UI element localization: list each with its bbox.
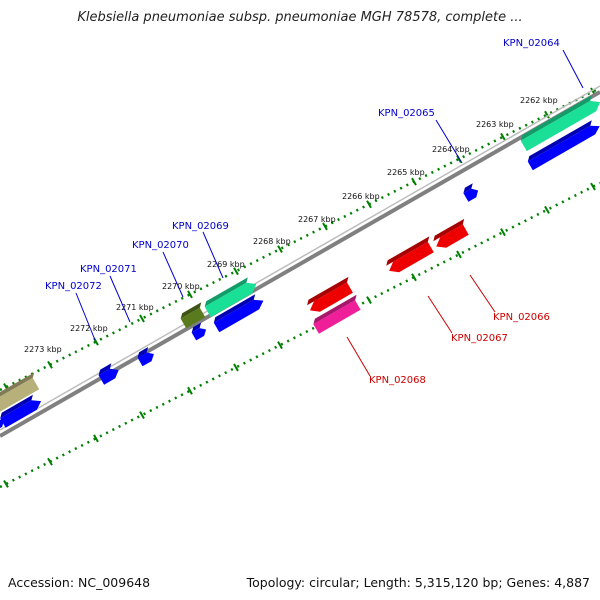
- backbone-line: [0, 90, 600, 438]
- gene-KPN_02070: [180, 302, 206, 329]
- inner-major-tick: [139, 411, 145, 420]
- gene-label: KPN_02070: [132, 240, 189, 251]
- gene-label: KPN_02068: [369, 375, 426, 386]
- inner-major-tick: [277, 341, 283, 350]
- gene-label: KPN_02071: [80, 264, 137, 275]
- genes-layer: [0, 95, 600, 429]
- backbone-line-highlight: [0, 85, 600, 431]
- gene-KPN_02072: [98, 363, 119, 385]
- tick-rings-layer: [0, 86, 600, 489]
- scale-tick-label: 2271 kbp: [116, 303, 154, 312]
- backbone-layer: [0, 85, 600, 438]
- gene-arrow-red: [307, 276, 353, 312]
- outer-major-tick: [277, 245, 283, 254]
- inner-major-tick: [456, 250, 462, 259]
- gene-KPN_02069: [204, 277, 257, 318]
- scale-tick-label: 2272 kbp: [70, 324, 108, 333]
- gene-KPN_02067: [386, 236, 434, 273]
- outer-tick-ring: [0, 86, 600, 392]
- gene-KPN_02071: [137, 347, 154, 367]
- inner-major-tick: [544, 205, 550, 214]
- gene-leader-line: [75, 292, 96, 341]
- outer-major-tick: [187, 290, 193, 299]
- inner-major-tick: [411, 273, 417, 282]
- gene-KPN_02064: [520, 95, 600, 152]
- gene-label: KPN_02064: [503, 38, 560, 49]
- outer-major-tick: [233, 267, 239, 276]
- gene-leader-line: [427, 295, 453, 334]
- inner-major-tick: [3, 479, 9, 488]
- inner-tick-ring: [0, 181, 600, 489]
- gene-arrow-blue: [463, 183, 479, 202]
- gene-leader-line: [346, 336, 371, 377]
- scale-tick-label: 2269 kbp: [207, 260, 245, 269]
- gene-leader-line: [202, 231, 224, 279]
- inner-major-tick: [47, 457, 53, 466]
- gene-arrow-blue: [0, 394, 42, 428]
- gene-arrow-blue: [0, 419, 5, 429]
- gene-arrow-khaki: [0, 372, 40, 412]
- gene-arrow-blue: [527, 120, 600, 171]
- gene-leader-line: [109, 275, 131, 323]
- scale-tick-label: 2268 kbp: [253, 237, 291, 246]
- inner-major-tick: [366, 296, 372, 305]
- scale-tick-label: 2266 kbp: [342, 192, 380, 201]
- inner-major-tick: [233, 363, 239, 372]
- gene-arrow-blue: [191, 322, 207, 341]
- gene-leader-line: [435, 119, 463, 164]
- scale-tick-label: 2273 kbp: [24, 345, 62, 354]
- outer-major-tick: [47, 360, 53, 369]
- outer-major-tick: [411, 177, 417, 186]
- scale-tick-label: 2270 kbp: [162, 282, 200, 291]
- outer-major-tick: [544, 110, 550, 119]
- scale-tick-label: 2263 kbp: [476, 120, 514, 129]
- gene-arrow-blue: [213, 294, 264, 333]
- outer-major-tick: [322, 222, 328, 231]
- outer-major-tick: [500, 132, 506, 141]
- inner-major-tick: [590, 182, 596, 191]
- inner-major-tick: [187, 386, 193, 395]
- gene-label: KPN_02067: [451, 333, 508, 344]
- gene-KPN_02066: [433, 218, 469, 248]
- gene-label: KPN_02065: [378, 108, 435, 119]
- gene-KPN_02068: [313, 294, 361, 334]
- gene-label: KPN_02066: [493, 312, 550, 323]
- map-summary: Topology: circular; Length: 5,315,120 bp…: [246, 575, 590, 590]
- gene-leader-line: [562, 49, 584, 89]
- gene-leader-line: [162, 251, 184, 298]
- outer-major-tick: [139, 314, 145, 323]
- gene-leader-line: [469, 274, 496, 313]
- gene-label: KPN_02069: [172, 221, 229, 232]
- scale-tick-label: 2267 kbp: [298, 215, 336, 224]
- scale-tick-label: 2265 kbp: [387, 168, 425, 177]
- inner-major-tick: [500, 228, 506, 237]
- map-title: Klebsiella pneumoniae subsp. pneumoniae …: [77, 10, 523, 25]
- inner-major-tick: [93, 434, 99, 443]
- gene-label: KPN_02072: [45, 281, 102, 292]
- outer-major-tick: [366, 200, 372, 209]
- labels-layer: 2262 kbp 2263 kbp 2264 kbp 2265 kbp 2266 kbp…: [24, 38, 584, 386]
- scale-tick-label: 2262 kbp: [520, 96, 558, 105]
- accession-label: Accession: NC_009648: [8, 575, 151, 590]
- scale-tick-label: 2264 kbp: [432, 145, 470, 154]
